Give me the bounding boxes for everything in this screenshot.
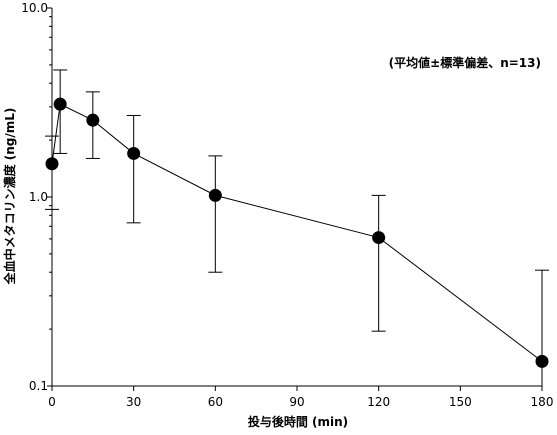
x-tick-label: 150 [449,395,472,409]
ticks: 0 30 60 90 120 150 180 0.1 1.0 10.0 [21,1,553,409]
data-point [86,113,100,127]
y-axis-title: 全血中メタコリン濃度 (ng/mL) [2,108,17,286]
data-point [372,231,386,245]
x-tick-label: 60 [208,395,223,409]
x-tick-label: 30 [126,395,141,409]
data-points [45,97,549,368]
series-line [51,103,543,362]
data-point [208,188,222,202]
x-tick-label: 0 [48,395,56,409]
x-tick-label: 180 [531,395,554,409]
y-tick-label: 10.0 [21,1,48,15]
x-tick-label: 120 [367,395,390,409]
error-bars [45,69,549,386]
y-tick-label: 1.0 [29,190,48,204]
x-axis-title: 投与後時間 (min) [248,414,348,429]
data-line [51,103,543,362]
data-point [45,157,59,171]
x-tick-label: 90 [289,395,304,409]
data-point [535,354,549,368]
y-tick-label: 0.1 [29,379,48,393]
annotation-note: (平均値±標準偏差、n=13) [389,55,541,70]
data-point [53,97,67,111]
data-point [127,146,141,160]
